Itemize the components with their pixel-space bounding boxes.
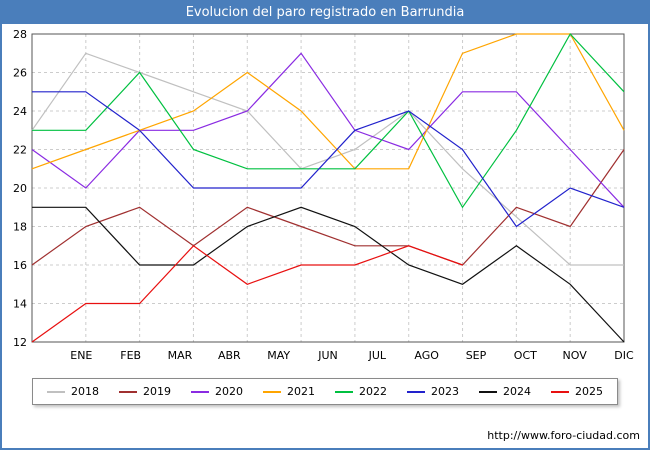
x-tick-label: FEB bbox=[120, 349, 141, 362]
y-tick-label: 24 bbox=[13, 105, 27, 118]
x-tick-label: MAY bbox=[267, 349, 290, 362]
legend: 2018 2019 2020 2021 2022 2023 2024 2025 bbox=[32, 378, 618, 405]
series-line-2021 bbox=[31, 33, 625, 170]
legend-label-2025: 2025 bbox=[575, 385, 603, 398]
y-tick-label: 12 bbox=[13, 336, 27, 349]
y-tick-label: 16 bbox=[13, 259, 27, 272]
legend-swatch-2020 bbox=[191, 390, 209, 393]
series-line-2023 bbox=[32, 91, 625, 228]
legend-label-2022: 2022 bbox=[359, 385, 387, 398]
legend-item-2025: 2025 bbox=[551, 385, 603, 398]
x-tick-label: NOV bbox=[563, 349, 588, 362]
chart-title: Evolucion del paro registrado en Barrund… bbox=[2, 2, 648, 24]
x-tick-label: SEP bbox=[466, 349, 487, 362]
x-tick-label: OCT bbox=[514, 349, 537, 362]
series-line-2024 bbox=[32, 206, 625, 343]
legend-label-2018: 2018 bbox=[71, 385, 99, 398]
legend-label-2024: 2024 bbox=[503, 385, 531, 398]
legend-item-2024: 2024 bbox=[479, 385, 531, 398]
line-chart: 12 14 16 18 20 22 24 26 28 ENE FEB MAR ABR MAY JUN JUL A… bbox=[13, 28, 634, 362]
legend-label-2020: 2020 bbox=[215, 385, 243, 398]
plot-area: 12 14 16 18 20 22 24 26 28 ENE FEB MAR ABR MAY JUN JUL A… bbox=[2, 24, 648, 369]
x-tick-label: ENE bbox=[70, 349, 92, 362]
x-tick-label: MAR bbox=[168, 349, 193, 362]
legend-item-2023: 2023 bbox=[407, 385, 459, 398]
legend-swatch-2024 bbox=[479, 390, 497, 393]
legend-swatch-2022 bbox=[335, 390, 353, 393]
series-line-2019 bbox=[31, 149, 625, 266]
y-tick-label: 20 bbox=[13, 182, 27, 195]
legend-swatch-2021 bbox=[263, 390, 281, 393]
legend-label-2019: 2019 bbox=[143, 385, 171, 398]
legend-item-2018: 2018 bbox=[47, 385, 99, 398]
y-tick-label: 22 bbox=[13, 144, 27, 157]
series-line-2025 bbox=[31, 245, 463, 343]
footer-url: http://www.foro-ciudad.com bbox=[487, 429, 640, 442]
legend-item-2019: 2019 bbox=[119, 385, 171, 398]
legend-label-2021: 2021 bbox=[287, 385, 315, 398]
series-line-2020 bbox=[31, 52, 625, 208]
legend-swatch-2025 bbox=[551, 390, 569, 393]
legend-swatch-2023 bbox=[407, 390, 425, 393]
x-tick-label: ABR bbox=[218, 349, 241, 362]
y-tick-label: 18 bbox=[13, 221, 27, 234]
y-tick-label: 26 bbox=[13, 67, 27, 80]
x-tick-label: AGO bbox=[414, 349, 439, 362]
y-tick-label: 28 bbox=[13, 28, 27, 41]
legend-swatch-2019 bbox=[119, 390, 137, 393]
legend-item-2020: 2020 bbox=[191, 385, 243, 398]
x-tick-label: JUN bbox=[317, 349, 338, 362]
legend-label-2023: 2023 bbox=[431, 385, 459, 398]
x-tick-label: JUL bbox=[368, 349, 387, 362]
legend-item-2022: 2022 bbox=[335, 385, 387, 398]
series-line-2022 bbox=[32, 32, 625, 209]
x-tick-label: DIC bbox=[614, 349, 634, 362]
legend-item-2021: 2021 bbox=[263, 385, 315, 398]
y-tick-label: 14 bbox=[13, 298, 27, 311]
legend-swatch-2018 bbox=[47, 390, 65, 393]
